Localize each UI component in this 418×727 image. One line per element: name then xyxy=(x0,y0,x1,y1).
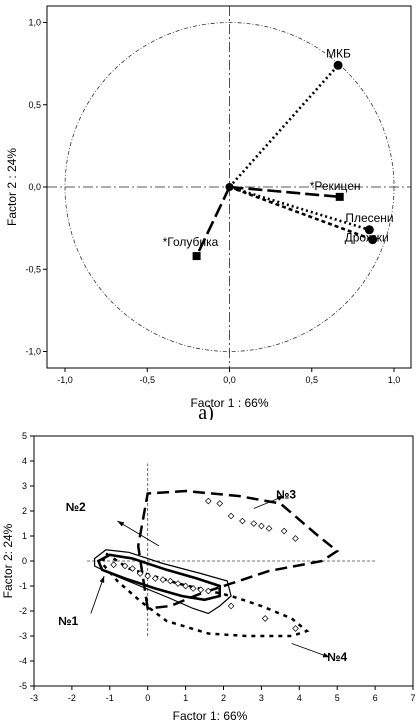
data-point xyxy=(182,582,189,590)
data-point xyxy=(261,615,269,622)
y-tick-label: 0 xyxy=(22,556,27,566)
group-arrow xyxy=(117,520,160,547)
y-tick-label: 3 xyxy=(22,481,27,491)
x-tick-label: 1,0 xyxy=(388,375,401,385)
data-point xyxy=(205,587,212,595)
y-tick-label: 4 xyxy=(22,456,27,466)
data-point xyxy=(292,625,299,632)
x-tick-label: 5 xyxy=(335,693,340,703)
data-point xyxy=(129,565,136,572)
y-tick-label: 1,0 xyxy=(28,18,41,28)
data-point xyxy=(227,602,235,610)
data-point xyxy=(239,517,246,525)
point-circle xyxy=(333,60,343,70)
y-tick-label: 0,0 xyxy=(28,182,41,192)
data-point xyxy=(205,497,212,505)
chart-b: -3 -2 -1 0 1 2 3 4 5 6 7 5 4 3 2 1 0 -1 -2 -3 -4 -5 Factor 1: … xyxy=(1,431,416,723)
data-point xyxy=(159,576,167,584)
group-arrow xyxy=(90,575,105,614)
loading-vector xyxy=(229,185,374,241)
group-label: №4 xyxy=(327,650,347,664)
data-point xyxy=(292,535,299,542)
point-circle xyxy=(368,235,378,245)
y-tick-label: -0,5 xyxy=(25,264,41,274)
data-point xyxy=(189,585,197,592)
y-axis-label: Factor 2 : 24% xyxy=(5,148,19,226)
data-point xyxy=(216,500,224,507)
y-tick-label: -1,0 xyxy=(25,347,41,357)
x-axis-label: Factor 1: 66% xyxy=(173,709,248,723)
arrow-head xyxy=(99,576,105,583)
group-label: №2 xyxy=(66,500,86,514)
loading-vector xyxy=(228,64,340,188)
group-3-contour xyxy=(136,489,340,610)
y-tick-label: -1 xyxy=(19,581,27,591)
x-tick-label: 0,5 xyxy=(305,375,318,385)
data-point xyxy=(121,562,129,570)
y-tick-label: -2 xyxy=(19,606,27,616)
arrow-head xyxy=(277,496,285,501)
group-1-contour xyxy=(96,553,221,602)
x-tick-label: 2 xyxy=(221,693,226,703)
data-point xyxy=(197,586,205,594)
unit-circle xyxy=(64,22,395,352)
x-tick-label: -2 xyxy=(68,693,76,703)
data-point xyxy=(227,512,235,520)
group-arrow xyxy=(291,643,330,658)
x-tick-label: -1,0 xyxy=(57,375,73,385)
y-tick-label: 1 xyxy=(22,531,27,541)
data-point xyxy=(174,580,182,587)
data-point xyxy=(250,520,258,527)
point-square xyxy=(335,192,344,201)
data-point xyxy=(110,561,117,569)
x-tick-label: -1 xyxy=(106,693,114,703)
data-point xyxy=(144,572,152,580)
x-tick-label: 7 xyxy=(410,693,415,703)
data-point xyxy=(136,570,144,577)
x-tick-label: -3 xyxy=(30,693,38,703)
group-4-contour xyxy=(100,551,310,638)
y-tick-label: -3 xyxy=(19,631,27,641)
x-axis-label: Factor 1 : 66% xyxy=(190,396,268,410)
point-label: Дрожжи xyxy=(345,231,389,245)
y-tick-label: -5 xyxy=(19,681,27,691)
y-tick-label: -4 xyxy=(19,656,27,666)
y-axis-label: Factor 2: 24% xyxy=(1,523,15,598)
point-label: Плесени xyxy=(345,211,393,225)
x-tick-label: 0,0 xyxy=(223,375,236,385)
chart-a: -1,0 -0,5 0,0 0,5 1,0 1,0 0,5 0,0 -0,5 -1,0 Factor… xyxy=(5,5,412,420)
data-point xyxy=(167,577,174,585)
point-label: МКБ xyxy=(326,46,351,60)
loading-vector xyxy=(195,186,231,257)
caption: a) xyxy=(198,402,214,420)
y-tick-label: 2 xyxy=(22,506,27,516)
group-label: №1 xyxy=(58,614,78,628)
point-circle xyxy=(364,225,374,235)
loading-vector xyxy=(229,185,370,232)
data-point xyxy=(265,525,273,532)
origin-point xyxy=(225,183,234,191)
point-label: *Голубика xyxy=(163,235,219,249)
x-tick-label: 1 xyxy=(183,693,188,703)
x-tick-label: 6 xyxy=(373,693,378,703)
arrow-head xyxy=(117,521,125,527)
y-tick-label: 0,5 xyxy=(28,100,41,110)
group-label: №3 xyxy=(276,488,296,502)
data-point xyxy=(280,527,288,535)
y-tick-label: 5 xyxy=(22,431,27,441)
data-point xyxy=(151,575,159,582)
data-point xyxy=(258,522,265,530)
arrow-head xyxy=(322,652,330,658)
x-tick-label: 3 xyxy=(259,693,264,703)
x-tick-label: -0,5 xyxy=(139,375,155,385)
x-tick-label: 4 xyxy=(297,693,302,703)
point-square xyxy=(192,252,201,261)
x-tick-label: 0 xyxy=(145,693,150,703)
point-label: *Рекицен xyxy=(310,179,361,193)
